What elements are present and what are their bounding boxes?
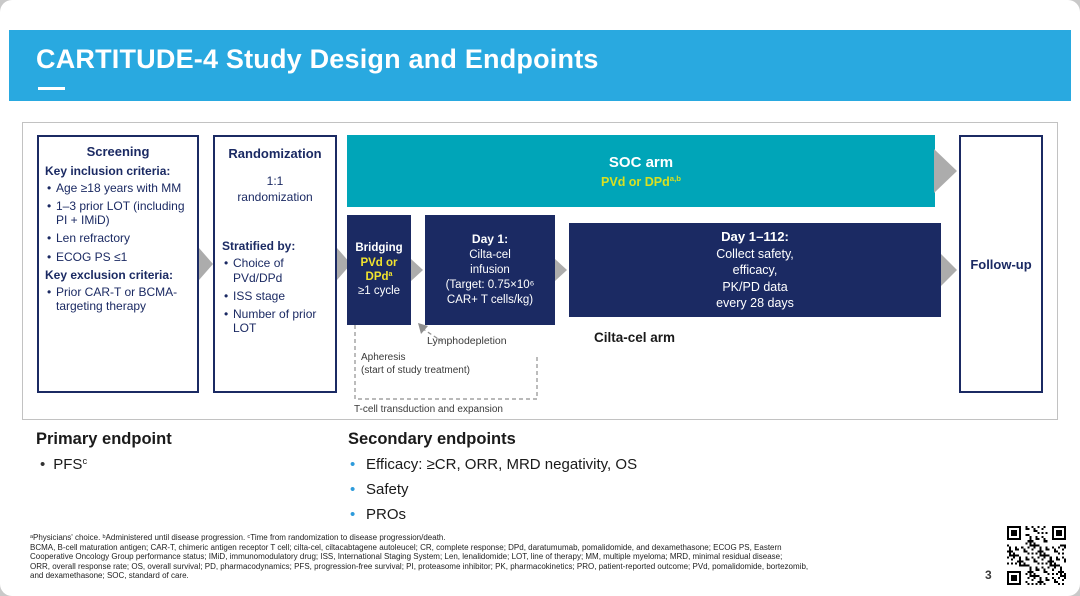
- inclusion-heading: Key inclusion criteria:: [45, 164, 171, 178]
- tcell-label: T-cell transduction and expansion: [354, 404, 503, 415]
- stratified-list: Choice of PVd/DPd ISS stage Number of pr…: [222, 256, 328, 335]
- header-band: CARTITUDE-4 Study Design and Endpoints: [9, 30, 1071, 101]
- exclusion-list: Prior CAR-T or BCMA-targeting therapy: [45, 285, 191, 313]
- followup-box: Follow-up: [959, 135, 1043, 393]
- bridging-cycles: ≥1 cycle: [357, 285, 401, 298]
- slide-title: CARTITUDE-4 Study Design and Endpoints: [36, 44, 599, 74]
- footnote-line: ᵃPhysicians' choice. ᵇAdministered until…: [30, 533, 446, 542]
- list-item: Safety: [350, 481, 637, 498]
- title-underline: [38, 87, 65, 90]
- bridging-drug: PVd or DPda: [360, 256, 398, 283]
- footnote-line: and dexamethasone; SOC, standard of care…: [30, 571, 189, 581]
- soc-arm-bar: SOC arm PVd or DPda,b: [347, 135, 935, 207]
- list-item: ECOG PS ≤1: [45, 250, 191, 264]
- randomization-title: Randomization: [228, 146, 322, 161]
- inclusion-list: Age ≥18 years with MM 1–3 prior LOT (inc…: [45, 181, 191, 264]
- diagram-panel: Screening Key inclusion criteria: Age ≥1…: [22, 122, 1058, 420]
- qr-modules: [1007, 526, 1066, 585]
- footnote-line: BCMA, B-cell maturation antigen; CAR-T, …: [30, 542, 782, 552]
- soc-arm-drug: PVd or DPda,b: [601, 174, 681, 189]
- day1-box: Day 1: Cilta-cel infusion (Target: 0.75×…: [425, 215, 555, 325]
- qr-code: [1007, 526, 1066, 585]
- footnote-line: Cooperative Oncology Group performance s…: [30, 552, 783, 562]
- arrow-day112-followup: [941, 254, 957, 286]
- bullet-icon: •: [40, 456, 46, 473]
- list-item: Age ≥18 years with MM: [45, 181, 191, 195]
- page-number: 3: [985, 568, 992, 582]
- footnote-line: ORR, overall response rate; OS, overall …: [30, 561, 809, 571]
- cilta-arm-label: Cilta-cel arm: [594, 330, 676, 345]
- day112-body: Collect safety, efficacy, PK/PD data eve…: [716, 246, 794, 311]
- randomization-box: Randomization 1:1 randomization Stratifi…: [213, 135, 337, 393]
- day1-title: Day 1:: [471, 232, 509, 247]
- soc-arm-title: SOC arm: [608, 153, 674, 171]
- arrow-screening-randomization: [199, 248, 213, 280]
- apheresis-label: Apheresis (start of study treatment): [361, 352, 470, 376]
- list-item: Efficacy: ≥CR, ORR, MRD negativity, OS: [350, 456, 637, 473]
- list-item: ISS stage: [222, 289, 328, 303]
- day112-box: Day 1–112: Collect safety, efficacy, PK/…: [569, 223, 941, 317]
- stratified-heading: Stratified by:: [222, 239, 296, 254]
- list-item: Number of prior LOT: [222, 307, 328, 335]
- lymphodepletion-label: Lymphodepletion: [427, 335, 507, 347]
- arrow-day1-day112: [555, 259, 567, 281]
- screening-title: Screening: [86, 144, 150, 159]
- primary-endpoint-item: • PFSc: [40, 455, 88, 473]
- secondary-endpoints-list: Efficacy: ≥CR, ORR, MRD negativity, OS S…: [350, 456, 637, 531]
- day1-body: Cilta-cel infusion (Target: 0.75×10⁶ CAR…: [445, 248, 535, 306]
- qr-finder-icon: [1007, 526, 1066, 585]
- list-item: Prior CAR-T or BCMA-targeting therapy: [45, 285, 191, 313]
- list-item: Choice of PVd/DPd: [222, 256, 328, 284]
- primary-endpoint-heading: Primary endpoint: [36, 430, 172, 448]
- footnotes: ᵃPhysicians' choice. ᵇAdministered until…: [30, 533, 975, 581]
- arrow-bridging-day1: [411, 259, 423, 281]
- bridging-box: Bridging PVd or DPda ≥1 cycle: [347, 215, 411, 325]
- secondary-endpoints-heading: Secondary endpoints: [348, 430, 516, 448]
- bridging-title: Bridging: [355, 242, 403, 255]
- list-item: PROs: [350, 506, 637, 523]
- randomization-subtitle: 1:1 randomization: [237, 174, 313, 205]
- day112-title: Day 1–112:: [721, 229, 789, 245]
- arrow-soc-followup: [934, 149, 957, 193]
- screening-box: Screening Key inclusion criteria: Age ≥1…: [37, 135, 199, 393]
- list-item: 1–3 prior LOT (including PI + IMiD): [45, 199, 191, 227]
- exclusion-heading: Key exclusion criteria:: [45, 267, 174, 282]
- list-item: Len refractory: [45, 231, 191, 245]
- followup-label: Follow-up: [970, 256, 1032, 272]
